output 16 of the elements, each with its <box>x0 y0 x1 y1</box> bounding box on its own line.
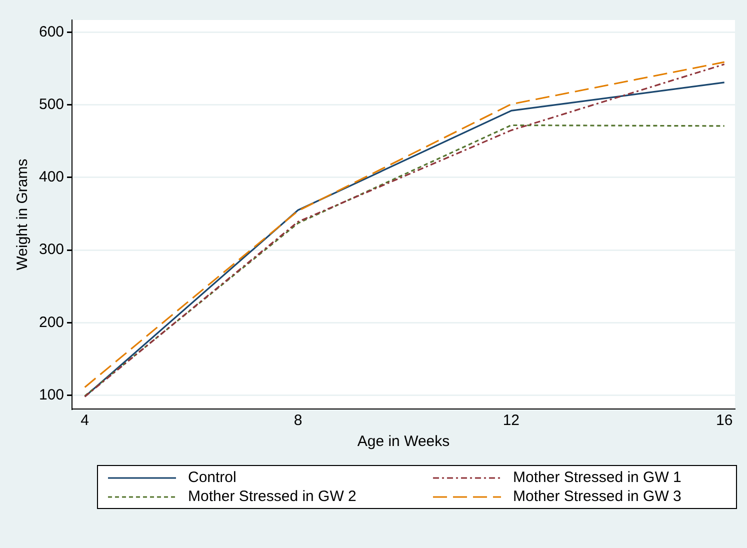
x-tick-label: 8 <box>294 412 302 430</box>
y-tick-label: 100 <box>38 386 64 404</box>
legend-label: Mother Stressed in GW 2 <box>188 488 356 505</box>
x-tick-label: 12 <box>502 412 520 430</box>
y-tick-label: 200 <box>38 314 64 331</box>
y-axis-title: Weight in Grams <box>14 158 32 270</box>
x-tick-label: 16 <box>716 412 733 430</box>
x-tick-label: 4 <box>80 412 89 430</box>
legend-label: Control <box>188 469 236 486</box>
y-tick-label: 300 <box>38 241 64 258</box>
x-axis-title: Age in Weeks <box>357 433 450 450</box>
y-tick-label: 500 <box>38 96 64 114</box>
legend-label: Mother Stressed in GW 3 <box>513 488 682 505</box>
y-tick-label: 600 <box>38 23 64 40</box>
legend-label: Mother Stressed in GW 1 <box>513 469 682 486</box>
y-tick-label: 400 <box>38 168 64 186</box>
